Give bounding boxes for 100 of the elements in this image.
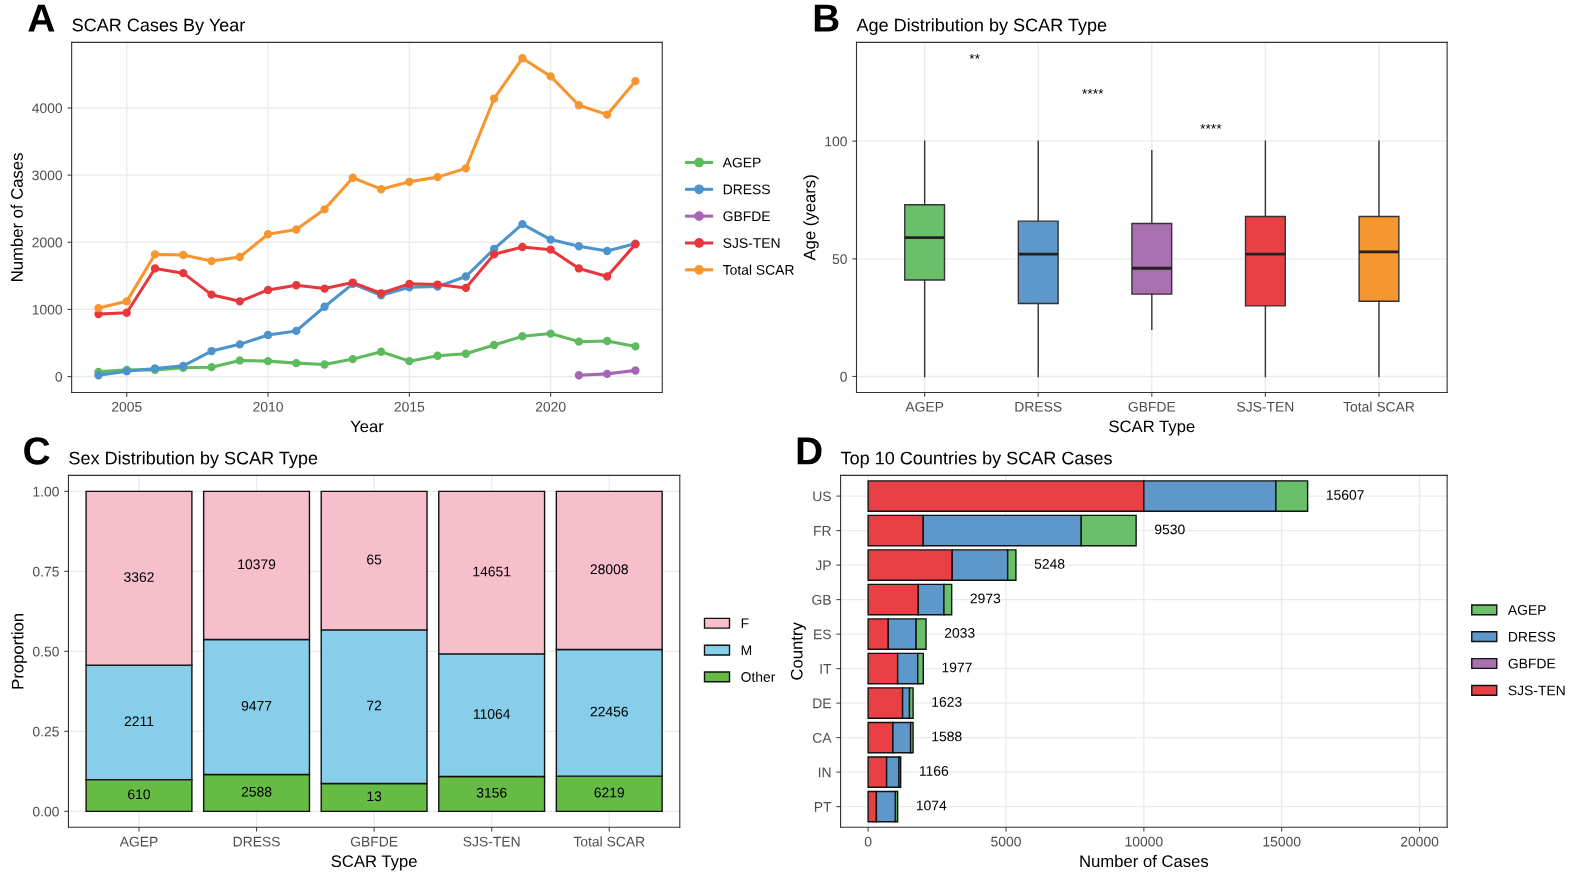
point	[235, 356, 244, 365]
legend-label: SJS-TEN	[1508, 685, 1565, 696]
point	[489, 340, 499, 350]
text: C	[24, 437, 50, 465]
annotation: 1977	[942, 662, 972, 673]
y-tick-label: PT	[814, 802, 832, 812]
annotation: 6219	[594, 787, 625, 798]
y-axis-title: Number of Cases	[10, 153, 23, 281]
point	[574, 242, 584, 251]
point	[461, 283, 471, 293]
point	[292, 281, 301, 290]
legend-label: Total SCAR	[723, 264, 794, 275]
text: B	[814, 4, 839, 32]
point	[94, 371, 103, 380]
y-tick-label: 100	[825, 136, 847, 147]
point	[320, 284, 329, 293]
point	[433, 172, 442, 182]
chart-title: Top 10 Countries by SCAR Cases	[840, 451, 1112, 469]
annotation: 2033	[944, 628, 975, 638]
annotation: ****	[1200, 123, 1222, 129]
annotation: 3156	[476, 787, 507, 798]
annotation: 13	[367, 791, 382, 802]
point	[207, 256, 216, 266]
annotation: 72	[367, 700, 382, 711]
annotation: 9530	[1154, 524, 1185, 535]
annotation: 1166	[919, 766, 949, 776]
point	[546, 72, 555, 81]
annotation: 15607	[1326, 489, 1364, 500]
point	[122, 297, 131, 306]
point	[292, 358, 301, 368]
x-tick-label: DRESS	[1015, 401, 1062, 412]
point	[518, 219, 527, 229]
y-tick-label: GB	[812, 594, 831, 605]
point	[292, 225, 301, 234]
annotation: 1623	[932, 697, 962, 707]
y-tick-label: 0	[55, 371, 63, 382]
point	[518, 54, 527, 63]
y-axis-title: Country	[790, 622, 806, 680]
annotation: 2973	[970, 593, 1001, 604]
point	[94, 303, 103, 313]
point	[405, 177, 414, 186]
y-tick-label: ES	[814, 629, 831, 640]
annotation: 1074	[916, 800, 947, 811]
annotation: 610	[128, 789, 151, 800]
point	[207, 346, 216, 356]
point	[207, 363, 216, 372]
point	[320, 302, 329, 311]
point	[602, 110, 612, 119]
annotation: 3362	[124, 572, 154, 582]
annotation: **	[969, 53, 980, 59]
y-tick-label: 2000	[32, 237, 63, 248]
point	[235, 252, 244, 262]
point	[150, 264, 160, 273]
point	[348, 173, 357, 182]
legend-label: AGEP	[722, 157, 761, 168]
point	[235, 297, 244, 306]
point	[518, 242, 527, 252]
chart-title: SCAR Cases By Year	[72, 18, 245, 35]
point	[602, 246, 612, 256]
x-tick-label: Total SCAR	[573, 836, 645, 847]
x-tick-label: SJS-TEN	[463, 836, 520, 847]
y-tick-label: 3000	[32, 170, 63, 181]
point	[376, 185, 386, 194]
annotation: 65	[367, 554, 382, 565]
annotation: 10379	[238, 559, 276, 570]
annotation: 14651	[473, 566, 511, 577]
annotation: 1588	[932, 731, 962, 742]
y-tick-label: FR	[814, 526, 831, 536]
point	[292, 326, 301, 336]
point	[546, 235, 555, 244]
point	[631, 366, 640, 375]
x-tick-label: 15000	[1263, 836, 1301, 847]
y-tick-label: 0.75	[32, 566, 59, 577]
annotation: 5248	[1034, 559, 1065, 569]
y-tick-label: US	[813, 491, 831, 502]
point	[235, 340, 244, 349]
point	[122, 308, 131, 317]
x-tick-label: GBFDE	[350, 836, 398, 847]
x-tick-label: AGEP	[119, 836, 158, 847]
x-tick-label: 2005	[112, 401, 142, 412]
x-tick-label: 0	[864, 836, 872, 847]
y-tick-label: DE	[813, 698, 831, 709]
annotation: 2588	[241, 786, 272, 797]
legend-label: GBFDE	[1508, 658, 1556, 669]
legend-label: M	[741, 645, 752, 655]
legend-label: SJS-TEN	[723, 238, 780, 248]
y-tick-label: IN	[818, 767, 831, 778]
y-axis-title: Age (years)	[803, 175, 819, 261]
x-tick-label: 5000	[991, 836, 1021, 847]
x-tick-label: Total SCAR	[1343, 401, 1415, 412]
point	[179, 250, 188, 260]
point	[207, 290, 216, 299]
point	[263, 285, 273, 295]
x-tick-label: 2020	[535, 401, 566, 412]
x-tick-label: 20000	[1400, 836, 1439, 847]
point	[574, 371, 584, 380]
y-tick-label: 0	[840, 371, 847, 382]
point	[405, 356, 414, 366]
point	[574, 101, 584, 110]
point	[574, 264, 584, 273]
